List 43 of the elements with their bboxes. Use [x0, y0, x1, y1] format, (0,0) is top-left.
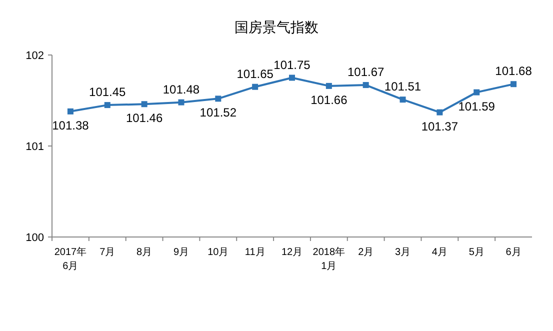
x-tick-label: 11月	[244, 247, 266, 258]
point	[326, 82, 332, 89]
y-tick-label: 102	[26, 50, 44, 62]
x-tick-label: 2月	[358, 247, 374, 258]
data-label: 101.66	[310, 92, 348, 107]
x-tick-label: 9月	[173, 247, 190, 258]
data-label: 101.68	[495, 64, 532, 78]
point	[510, 81, 517, 88]
point	[474, 89, 480, 96]
point	[400, 96, 406, 103]
x-tick-label: 8月	[136, 247, 152, 258]
x-tick-label: 6月	[506, 247, 522, 258]
data-label: 101.75	[274, 58, 311, 72]
point	[67, 108, 74, 114]
point	[289, 74, 295, 81]
point	[104, 102, 110, 108]
y-tick-label: 101	[26, 141, 44, 153]
point	[141, 101, 148, 108]
x-tick-label: 2017年 6月	[54, 246, 87, 272]
data-label: 101.67	[347, 65, 385, 80]
chart-title: 国房景气指数	[234, 19, 318, 35]
data-label: 101.48	[162, 82, 200, 96]
point	[252, 84, 258, 90]
point	[362, 82, 369, 88]
point	[178, 99, 184, 106]
data-label: 101.52	[200, 106, 237, 120]
x-tick-label: 10月	[208, 247, 229, 258]
x-tick-label: 5月	[468, 247, 484, 258]
x-tick-label: 4月	[432, 247, 448, 258]
y-tick-label: 100	[26, 232, 44, 244]
data-label: 101.51	[384, 80, 422, 94]
data-label: 101.37	[421, 119, 458, 134]
point	[215, 96, 222, 102]
data-label: 101.46	[126, 111, 163, 126]
x-tick-label: 7月	[100, 247, 116, 258]
x-tick-label: 3月	[394, 247, 411, 258]
data-label: 101.45	[89, 85, 126, 100]
point	[436, 109, 443, 116]
data-label: 101.65	[236, 66, 274, 81]
data-label: 101.59	[458, 99, 496, 114]
data-label: 101.38	[52, 118, 90, 132]
x-tick-label: 12月	[281, 247, 303, 258]
x-tick-label: 2018年 1月	[312, 246, 346, 272]
